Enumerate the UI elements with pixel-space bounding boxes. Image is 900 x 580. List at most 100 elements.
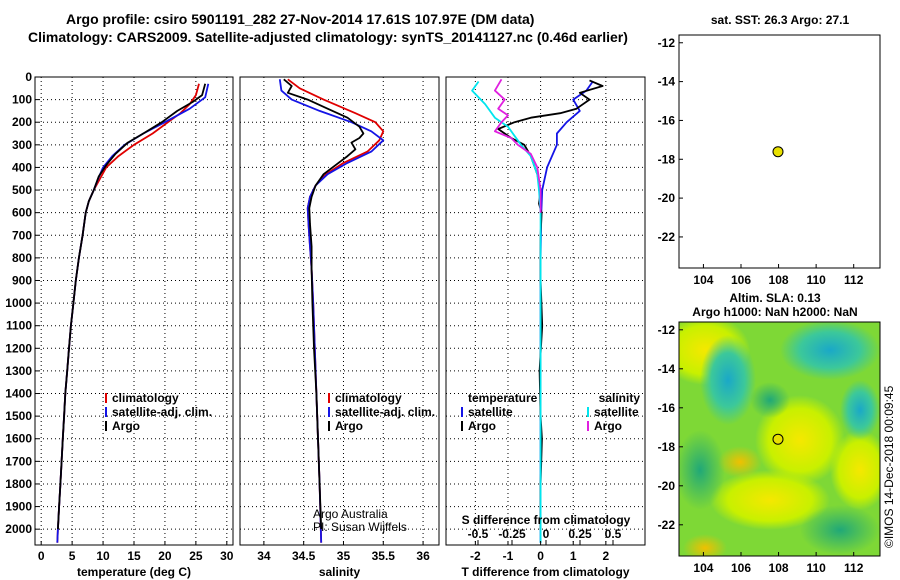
secondary-x-tick-label: 0.25 — [568, 527, 592, 541]
figure-title: Argo profile: csiro 5901191_282 27-Nov-2… — [66, 11, 534, 27]
sla-anomaly-blob — [755, 395, 845, 485]
y-tick-label: 100 — [12, 93, 32, 107]
sst-map-title: sat. SST: 26.3 Argo: 27.1 — [711, 13, 850, 27]
map-x-tick-label: 106 — [731, 561, 751, 575]
y-tick-label: 1200 — [5, 341, 32, 355]
series-line-climatology — [56, 83, 200, 543]
y-tick-label: 1700 — [5, 454, 32, 468]
map-y-tick-label: -14 — [658, 362, 676, 376]
legend-entry: satellite-adj. clim. — [112, 405, 212, 419]
series-line-argo — [57, 83, 207, 530]
x-tick-label: 25 — [189, 549, 203, 563]
sla-anomaly-blob — [679, 430, 725, 510]
sla-anomaly-blob — [800, 505, 880, 555]
sla-anomaly-blob — [830, 430, 880, 510]
map-x-tick-label: 106 — [731, 273, 751, 287]
legend-entry: Argo — [112, 419, 140, 433]
sla-anomaly-blob — [718, 446, 762, 478]
y-tick-label: 600 — [12, 206, 32, 220]
x-tick-label: 15 — [127, 549, 141, 563]
difference-panel: -2 -1 0 1 2 T difference from climatology temp… — [445, 76, 646, 579]
y-tick-label: 500 — [12, 183, 32, 197]
legend-entry: satellite — [468, 405, 513, 419]
map-x-tick-label: 112 — [844, 561, 864, 575]
salinity-panel: 34 34.5 35 35.5 36 salinity climatologysatelli… — [239, 76, 440, 579]
sla-map-title: Altim. SLA: 0.13 — [729, 291, 821, 305]
figure-subtitle: Climatology: CARS2009. Satellite-adjuste… — [28, 29, 628, 45]
y-tick-label: 1000 — [5, 296, 32, 310]
argo-float-marker — [772, 146, 784, 158]
legend-entry: satellite-adj. clim. — [335, 405, 435, 419]
secondary-x-tick-label: -0.5 — [468, 527, 489, 541]
map-x-tick-label: 104 — [693, 273, 713, 287]
sla-anomaly-blob — [840, 380, 880, 440]
y-tick-label: 0 — [25, 70, 32, 84]
map-x-tick-label: 108 — [769, 561, 789, 575]
map-y-tick-label: -22 — [658, 518, 676, 532]
secondary-x-axis-label: S difference from climatology — [462, 513, 631, 527]
x-axis-label: salinity — [319, 565, 361, 579]
map-frame — [678, 34, 881, 269]
y-tick-label: 1600 — [5, 432, 32, 446]
x-tick-label: 30 — [220, 549, 234, 563]
sla-map-subtitle: Argo h1000: NaN h2000: NaN — [692, 305, 857, 319]
map-x-tick-label: 108 — [769, 273, 789, 287]
map-y-tick-label: -22 — [658, 230, 676, 244]
legend-entry: Argo — [468, 419, 496, 433]
map-x-tick-label: 110 — [806, 561, 826, 575]
y-tick-label: 1300 — [5, 364, 32, 378]
map-x-tick-label: 110 — [806, 273, 826, 287]
series-line-t-satellite — [539, 80, 594, 543]
y-tick-label: 300 — [12, 138, 32, 152]
series-line-climatology — [287, 78, 385, 543]
plot-frame — [34, 76, 234, 546]
secondary-x-tick-label: 0.5 — [605, 527, 622, 541]
x-tick-label: 34.5 — [292, 549, 316, 563]
y-tick-label: 1100 — [6, 319, 32, 333]
map-x-tick-label: 104 — [693, 561, 713, 575]
plot-frame — [445, 76, 646, 546]
y-tick-label: 700 — [12, 228, 32, 242]
sla-anomaly-blob — [700, 335, 756, 425]
argo-float-marker — [772, 433, 784, 445]
legend-entry: climatology — [335, 391, 402, 405]
x-axis-label: temperature (deg C) — [77, 565, 191, 579]
series-line-s-satellite — [471, 80, 542, 543]
y-tick-label: 2000 — [5, 522, 32, 536]
y-tick-label: 400 — [12, 160, 32, 174]
map-y-tick-label: -14 — [658, 75, 676, 89]
series-line-satellite-adj-clim- — [56, 83, 210, 543]
y-tick-label: 1400 — [5, 387, 32, 401]
y-tick-label: 1900 — [5, 500, 32, 514]
map-frame — [678, 321, 881, 557]
sla-anomaly-blob — [683, 534, 727, 556]
series-line-s-argo — [493, 78, 542, 213]
temperature-panel: 0100200300400500600700800900100011001200… — [5, 70, 234, 579]
legend-entry: Argo — [594, 419, 622, 433]
x-tick-label: 35.5 — [372, 549, 396, 563]
series-line-argo — [283, 78, 365, 530]
sla-anomaly-blob — [750, 382, 790, 418]
x-tick-label: 20 — [158, 549, 172, 563]
sla-anomaly-blob — [710, 470, 830, 530]
legend-title-salinity: salinity — [599, 391, 641, 405]
x-axis-label: T difference from climatology — [461, 565, 629, 579]
legend-entry: Argo — [335, 419, 363, 433]
map-x-tick-label: 112 — [844, 273, 864, 287]
x-tick-label: 36 — [416, 549, 430, 563]
map-y-tick-label: -18 — [658, 440, 676, 454]
legend-title-temperature: temperature — [468, 391, 538, 405]
credit-line-1: Argo Australia — [313, 507, 388, 521]
x-tick-label: 5 — [69, 549, 76, 563]
map-y-tick-label: -12 — [658, 36, 676, 50]
y-tick-label: 800 — [12, 251, 32, 265]
secondary-x-tick-label: -0.25 — [498, 527, 526, 541]
sst-map-panel: sat. SST: 26.3 Argo: 27.1 -12 -14 -16 -18 -20… — [658, 13, 881, 287]
x-tick-label: 1 — [570, 549, 577, 563]
x-tick-label: 34 — [257, 549, 271, 563]
x-tick-label: 35 — [337, 549, 351, 563]
series-line-satellite-adj-clim- — [278, 79, 385, 543]
map-y-tick-label: -20 — [658, 479, 676, 493]
x-tick-label: -2 — [470, 549, 481, 563]
